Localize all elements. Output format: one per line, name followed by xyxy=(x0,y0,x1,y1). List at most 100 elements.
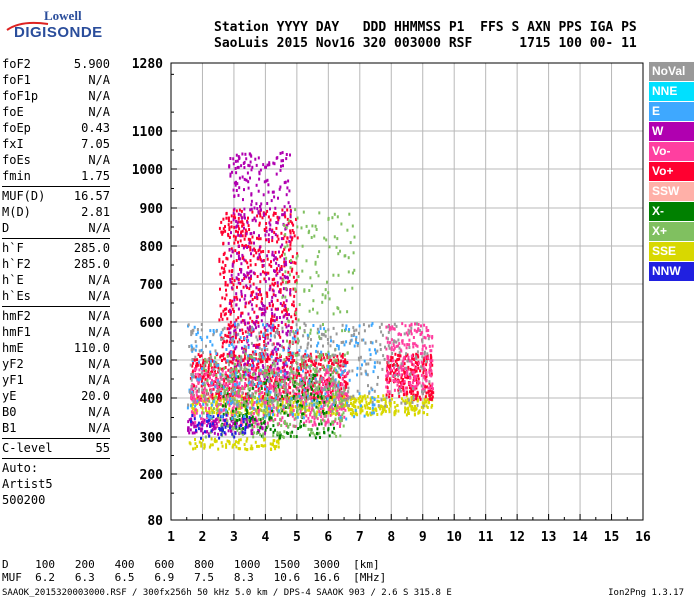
data-point xyxy=(308,420,311,424)
data-point xyxy=(392,348,395,352)
data-point xyxy=(234,159,237,163)
data-point xyxy=(264,387,266,391)
data-point xyxy=(387,337,389,341)
data-point xyxy=(222,217,225,221)
data-point xyxy=(422,404,425,408)
data-point xyxy=(318,410,321,413)
data-point xyxy=(243,365,246,369)
data-point xyxy=(276,400,279,404)
param-row: fmin 1.75 xyxy=(2,168,110,184)
data-point xyxy=(237,406,240,410)
data-point xyxy=(269,284,272,288)
param-row: foF2 5.900 xyxy=(2,56,110,72)
data-point xyxy=(393,401,396,404)
data-point xyxy=(279,168,282,172)
data-point xyxy=(384,409,387,413)
data-point xyxy=(193,358,196,362)
data-point xyxy=(332,379,335,383)
param-value: N/A xyxy=(88,89,110,103)
data-point xyxy=(206,381,209,385)
data-point xyxy=(373,389,376,393)
data-point xyxy=(329,335,332,339)
data-point xyxy=(240,268,243,272)
data-point xyxy=(268,374,271,378)
data-point xyxy=(229,395,231,399)
data-point xyxy=(296,403,299,407)
data-point xyxy=(340,387,343,391)
data-point xyxy=(385,396,388,400)
data-point xyxy=(408,324,411,328)
data-point xyxy=(222,382,225,386)
data-point xyxy=(271,401,274,405)
data-point xyxy=(285,308,287,312)
data-point xyxy=(267,215,270,219)
data-point xyxy=(417,374,420,378)
data-point xyxy=(238,176,241,180)
data-point xyxy=(274,357,277,361)
data-point xyxy=(418,410,421,414)
data-point xyxy=(230,338,233,342)
data-point xyxy=(274,307,277,311)
data-point xyxy=(287,319,290,323)
data-point xyxy=(251,406,254,410)
data-point xyxy=(390,368,393,372)
data-point xyxy=(299,410,302,414)
data-point xyxy=(410,323,413,327)
data-point xyxy=(278,377,281,381)
data-point xyxy=(189,376,192,380)
data-point xyxy=(251,432,254,436)
data-point xyxy=(283,308,286,312)
data-point xyxy=(221,317,224,321)
data-point xyxy=(271,278,274,282)
data-point xyxy=(320,401,323,404)
data-point xyxy=(223,313,226,317)
data-point xyxy=(285,424,288,428)
data-point xyxy=(324,358,327,362)
param-row: D N/A xyxy=(2,220,110,236)
data-point xyxy=(226,439,229,443)
data-point xyxy=(309,385,312,389)
data-point xyxy=(404,399,407,403)
data-point xyxy=(317,274,320,278)
data-point xyxy=(243,349,246,353)
param-row: hmF1 N/A xyxy=(2,324,110,340)
data-point xyxy=(200,377,203,381)
data-point xyxy=(237,224,240,228)
data-point xyxy=(232,357,235,361)
data-point xyxy=(223,431,226,435)
data-point xyxy=(388,359,391,363)
data-point xyxy=(247,387,250,391)
data-point xyxy=(245,423,248,427)
data-point xyxy=(212,329,215,332)
data-point xyxy=(430,374,433,378)
data-point xyxy=(292,409,295,412)
data-point xyxy=(380,412,383,416)
data-point xyxy=(397,364,400,368)
data-point xyxy=(293,337,296,341)
data-point xyxy=(413,358,416,361)
data-point xyxy=(237,357,240,361)
param-name: yF1 xyxy=(2,373,24,387)
data-point xyxy=(211,428,214,432)
data-point xyxy=(296,370,299,374)
data-point xyxy=(398,394,401,398)
data-point xyxy=(228,302,231,305)
data-point xyxy=(191,390,194,394)
data-point xyxy=(330,393,333,397)
data-point xyxy=(318,422,321,426)
data-point xyxy=(384,397,387,401)
data-point xyxy=(420,324,422,328)
data-point xyxy=(236,325,239,329)
param-value: N/A xyxy=(88,289,110,303)
data-point xyxy=(270,328,273,332)
data-point xyxy=(230,231,232,235)
data-point xyxy=(308,379,311,383)
data-point xyxy=(237,216,240,220)
data-point xyxy=(325,420,328,424)
data-point xyxy=(277,324,280,327)
data-point xyxy=(289,330,291,334)
data-point xyxy=(220,377,223,381)
data-point xyxy=(267,401,270,405)
data-point xyxy=(387,373,390,377)
data-point xyxy=(353,235,356,239)
